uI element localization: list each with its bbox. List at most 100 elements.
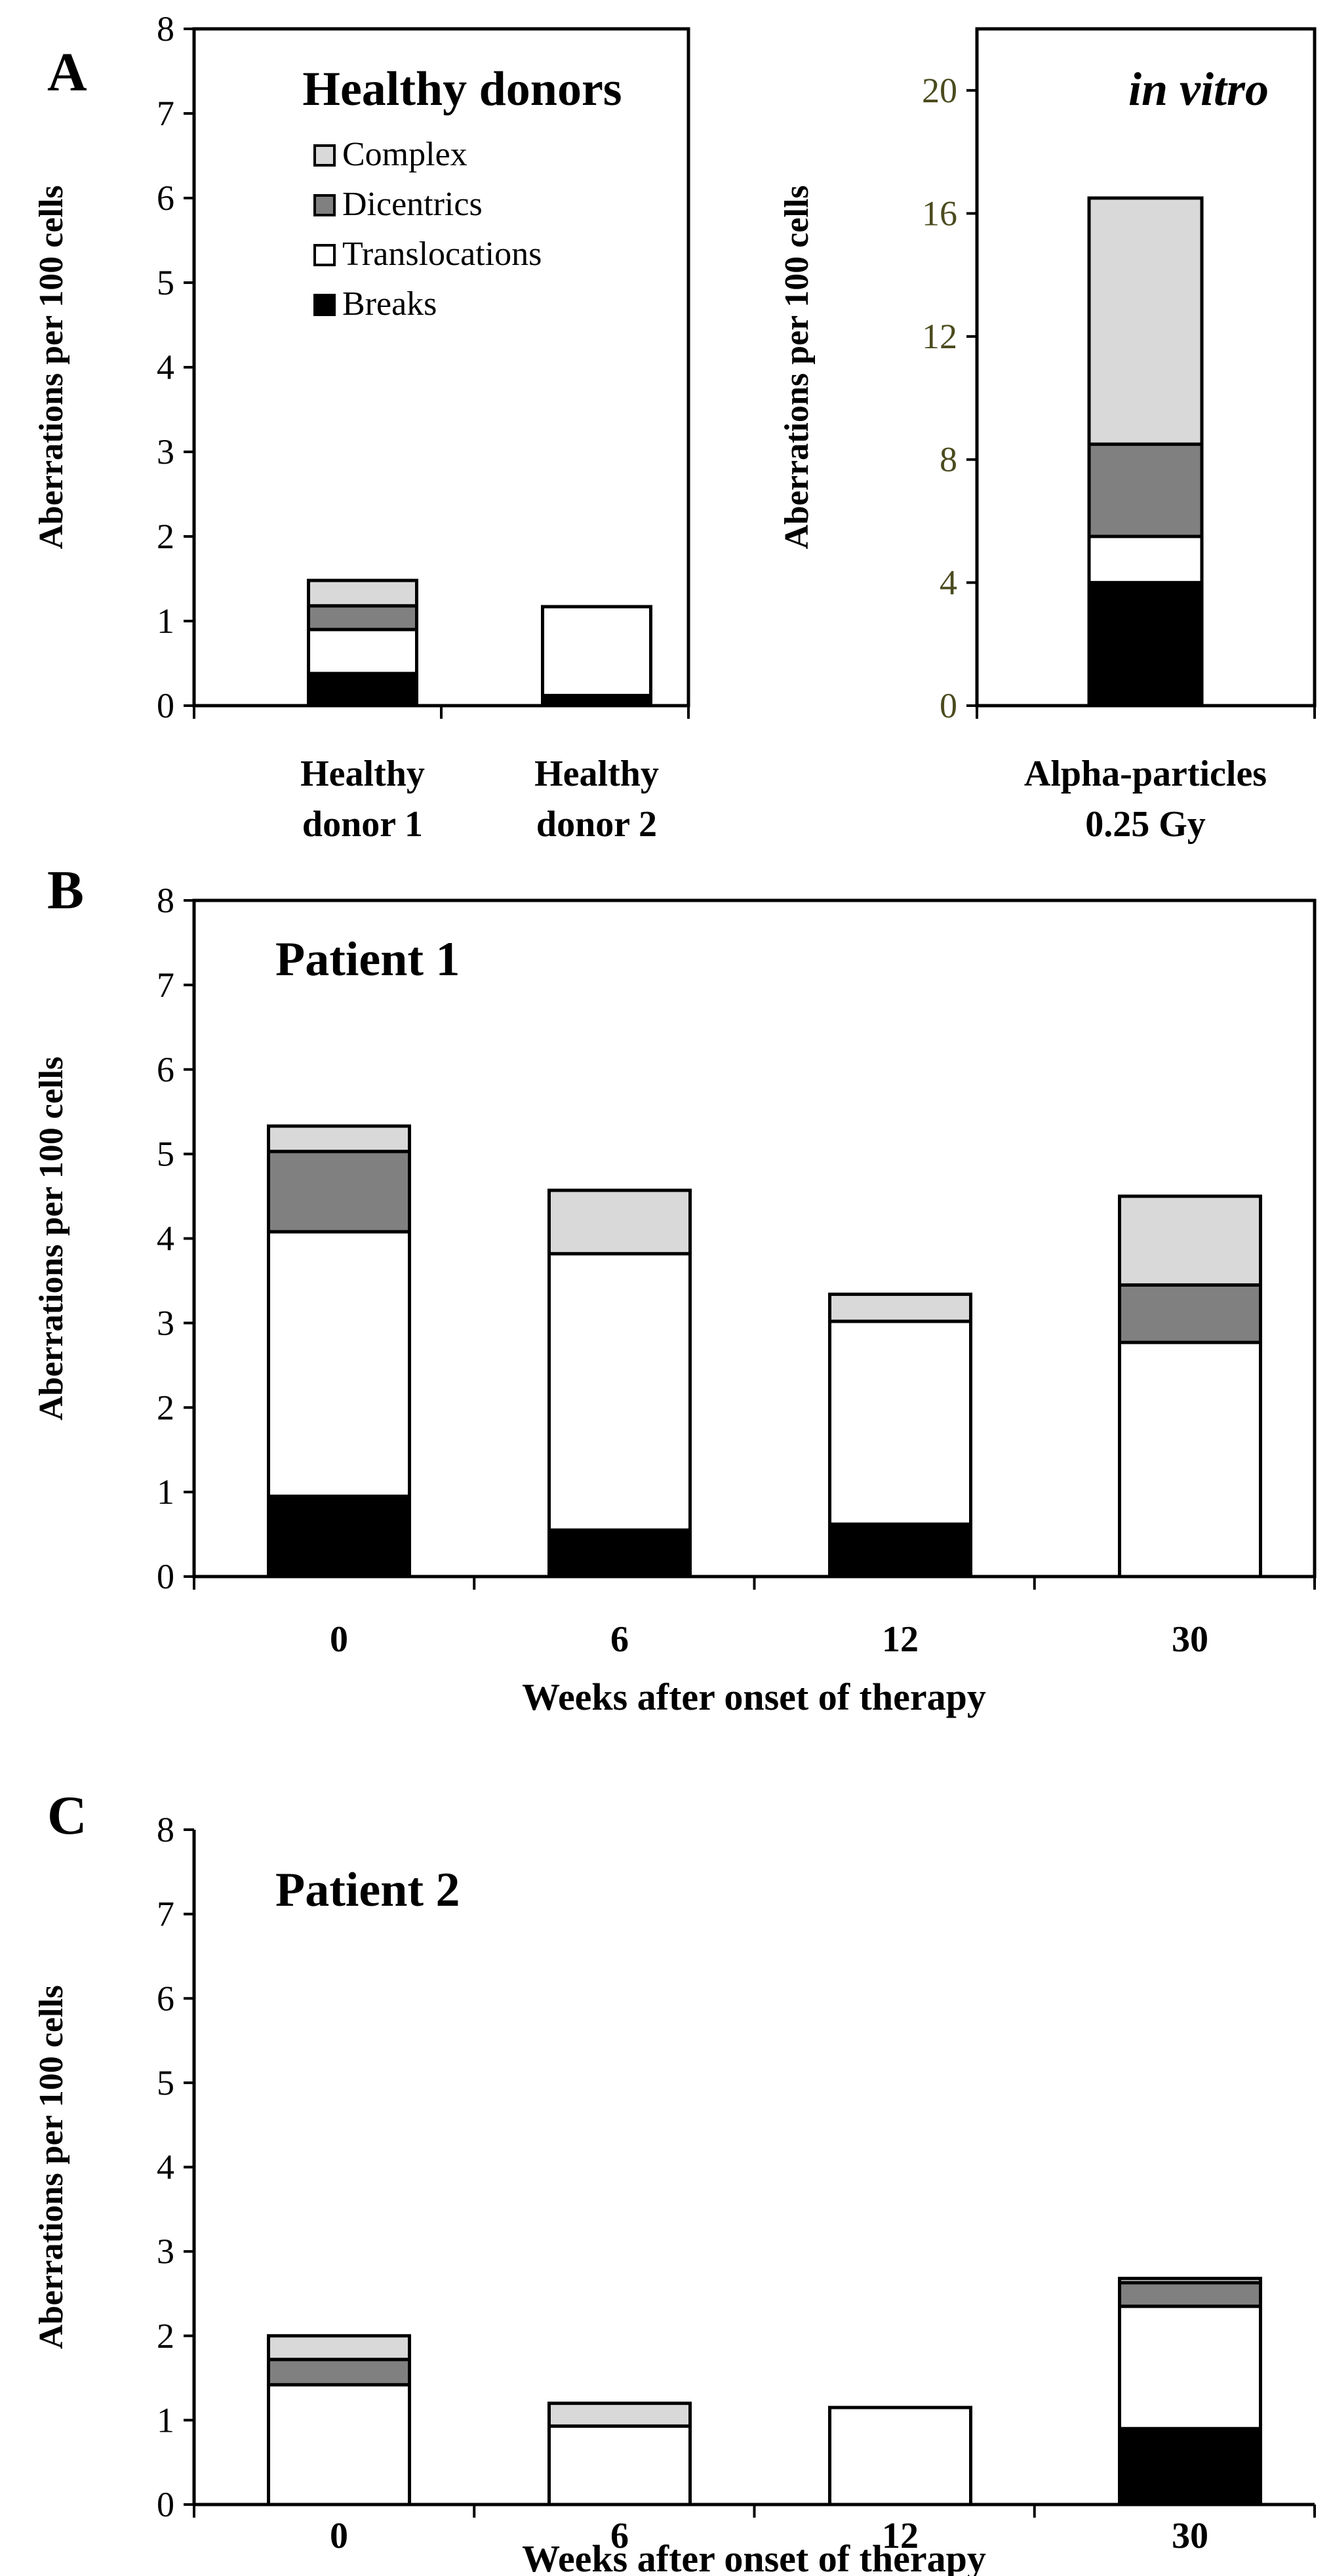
y-tick-label: 5 — [157, 1135, 174, 1174]
y-tick-label: 4 — [157, 2148, 174, 2187]
bar-segment-translocations — [1118, 1340, 1262, 1579]
chart-title: in vitro — [1128, 63, 1269, 115]
y-tick-label: 8 — [157, 881, 174, 920]
bar-segment-complex — [547, 1188, 692, 1256]
x-category-label: Alpha-particles — [1024, 754, 1267, 794]
y-tick-label: 8 — [940, 440, 957, 479]
bar-segment-complex — [307, 578, 418, 608]
bar-segment-complex — [267, 2334, 411, 2362]
panel-label-a: A — [47, 42, 87, 103]
y-tick-label: 6 — [157, 1979, 174, 2018]
x-category-label: 12 — [882, 1619, 919, 1660]
bar-segment-complex — [547, 2402, 692, 2428]
plot-frame — [192, 27, 690, 708]
y-tick-label: 7 — [157, 94, 174, 133]
y-tick-label: 20 — [922, 71, 957, 110]
legend: Complex Dicentrics Translocations Breaks — [313, 136, 542, 323]
y-tick-label: 1 — [157, 2400, 174, 2440]
legend-label-breaks: Breaks — [342, 285, 437, 323]
y-axis-label: Aberrations per 100 cells — [33, 1057, 70, 1420]
legend-label-dicentrics: Dicentrics — [342, 186, 483, 223]
x-category-label: Healthy — [534, 754, 659, 794]
bar-segment-translocations — [307, 628, 418, 675]
bar-segment-dicentrics — [1118, 2281, 1262, 2308]
x-category-label: 0 — [330, 1619, 348, 1660]
bar-segment-translocations — [267, 1230, 411, 1499]
x-category-label: 0 — [330, 2516, 348, 2556]
bar-segment-breaks — [828, 1522, 972, 1579]
y-tick-label: 4 — [157, 1219, 174, 1258]
bar-segment-dicentrics — [1087, 442, 1204, 538]
y-tick-label: 7 — [157, 965, 174, 1005]
bar-segment-translocations — [547, 1252, 692, 1532]
y-tick-label: 8 — [157, 1810, 174, 1849]
y-tick-label: 0 — [157, 686, 174, 725]
chart-in-vitro: 0 4 8 12 16 20 Alpha-particles 0.25 Gy in vitro A… — [778, 27, 1317, 845]
x-category-label: 12 — [882, 2516, 919, 2556]
legend-label-complex: Complex — [342, 136, 467, 173]
y-tick-label: 4 — [157, 348, 174, 387]
legend-swatch-breaks — [313, 294, 336, 316]
y-axis-label: Aberrations per 100 cells — [778, 185, 816, 549]
y-tick-label: 0 — [940, 686, 957, 725]
y-tick-label: 0 — [157, 1557, 174, 1596]
y-tick-label: 8 — [157, 9, 174, 49]
legend-label-translocations: Translocations — [342, 235, 542, 273]
y-tick-label: 0 — [157, 2485, 174, 2524]
bar-segment-breaks — [1118, 2426, 1262, 2506]
bar-segment-dicentrics — [267, 1150, 411, 1234]
y-tick-label: 6 — [157, 178, 174, 218]
y-axis-label: Aberrations per 100 cells — [33, 1985, 70, 2349]
bar-segment-translocations — [828, 2405, 972, 2506]
y-tick-label: 3 — [157, 432, 174, 472]
y-tick-label: 2 — [157, 1388, 174, 1427]
x-category-label: donor 1 — [302, 804, 423, 845]
bar-segment-breaks — [1087, 580, 1204, 708]
legend-swatch-complex — [313, 144, 336, 167]
y-tick-label: 1 — [157, 601, 174, 641]
y-tick-label: 5 — [157, 263, 174, 302]
chart-title: Healthy donors — [302, 62, 622, 116]
bar-segment-translocations — [547, 2424, 692, 2506]
bar-segment-complex — [1118, 2276, 1262, 2285]
bar-segment-translocations — [267, 2383, 411, 2506]
legend-swatch-dicentrics — [313, 194, 336, 216]
y-tick-label: 12 — [922, 317, 957, 356]
legend-swatch-translocations — [313, 244, 336, 266]
y-tick-label: 4 — [940, 563, 957, 602]
y-tick-label: 7 — [157, 1895, 174, 1934]
y-tick-label: 2 — [157, 517, 174, 556]
bar-segment-complex — [1118, 1194, 1262, 1287]
x-axis-label: Weeks after onset of therapy — [522, 2537, 986, 2576]
x-category-label: donor 2 — [536, 804, 657, 845]
x-category-label: 6 — [610, 1619, 629, 1660]
bar-segment-translocations — [1118, 2304, 1262, 2430]
x-category-label: 6 — [610, 2516, 629, 2556]
bar-segment-translocations — [541, 605, 652, 698]
bar-segment-dicentrics — [1118, 1283, 1262, 1344]
x-category-label: 30 — [1172, 2516, 1208, 2556]
y-tick-label: 1 — [157, 1472, 174, 1512]
bar-segment-breaks — [307, 672, 418, 708]
panel-label-b: B — [47, 860, 84, 921]
bar-segment-dicentrics — [267, 2358, 411, 2386]
y-tick-label: 16 — [922, 193, 957, 233]
bar-segment-breaks — [547, 1528, 692, 1579]
bar-segment-complex — [1087, 196, 1204, 446]
panel-label-c: C — [47, 1785, 87, 1846]
bar-segment-breaks — [267, 1495, 411, 1579]
y-tick-label: 3 — [157, 2232, 174, 2271]
x-category-label: 0.25 Gy — [1085, 804, 1206, 845]
bar-segment-complex — [267, 1124, 411, 1154]
y-axis-label: Aberrations per 100 cells — [33, 185, 70, 549]
y-tick-label: 5 — [157, 2063, 174, 2103]
bar-segment-complex — [828, 1293, 972, 1323]
x-axis-label: Weeks after onset of therapy — [522, 1676, 986, 1718]
bar-segment-dicentrics — [307, 604, 418, 632]
chart-title: Patient 2 — [275, 1863, 460, 1917]
chart-healthy-donors: 0 1 2 3 4 5 6 7 8 Healthy donor 1 Healthy donor 2 Hea… — [33, 9, 690, 845]
y-tick-label: 2 — [157, 2316, 174, 2356]
